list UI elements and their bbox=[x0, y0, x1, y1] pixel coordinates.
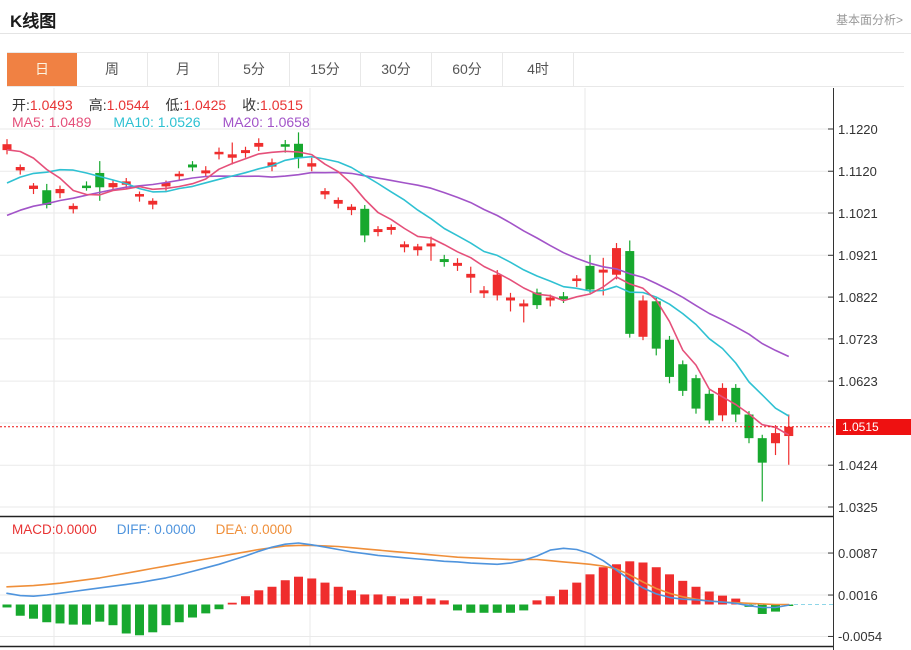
y-axis-label: 1.0325 bbox=[838, 500, 878, 515]
macd-legend-item: MACD:0.0000 bbox=[12, 522, 97, 537]
y-axis-label: 0.0016 bbox=[838, 588, 878, 604]
tab-5min[interactable]: 5分 bbox=[219, 53, 290, 86]
y-axis-label: 1.0921 bbox=[838, 248, 878, 264]
y-axis-label: 1.0723 bbox=[838, 331, 878, 347]
current-price-tag: 1.0515 bbox=[836, 418, 911, 435]
tab-15min[interactable]: 15分 bbox=[290, 53, 361, 86]
tab-week[interactable]: 周 bbox=[77, 53, 148, 86]
macd-legend-item: DEA: 0.0000 bbox=[215, 522, 293, 537]
tab-60min[interactable]: 60分 bbox=[432, 53, 503, 86]
timeframe-tabs: 日周月 5分 15分 30分 60分 4时 bbox=[7, 52, 904, 87]
tab-day[interactable]: 日 bbox=[7, 53, 77, 86]
macd-legend: MACD:0.0000 DIFF: 0.0000 DEA: 0.0000 bbox=[12, 522, 312, 537]
quote-item: 收:1.0515 bbox=[242, 97, 303, 113]
y-axis-label: 1.0623 bbox=[838, 374, 878, 390]
y-axis-label: 1.0424 bbox=[838, 458, 878, 474]
tab-4hour[interactable]: 4时 bbox=[503, 53, 574, 86]
y-axis-label: 1.0822 bbox=[838, 290, 878, 306]
tab-30min[interactable]: 30分 bbox=[361, 53, 432, 86]
fundamental-analysis-link[interactable]: 基本面分析> bbox=[835, 13, 903, 27]
ma-legend-item: MA20: 1.0658 bbox=[222, 114, 310, 130]
y-axis-label: -0.0054 bbox=[838, 629, 883, 645]
y-axis-label: 1.1120 bbox=[838, 164, 877, 180]
quote-item: 高:1.0544 bbox=[88, 97, 150, 113]
y-axis-label: 0.0087 bbox=[838, 546, 878, 562]
quote-item: 低:1.0425 bbox=[165, 97, 227, 113]
ma-legend: MA5: 1.0489 MA10: 1.0526 MA20: 1.0658 bbox=[12, 114, 332, 130]
macd-legend-item: DIFF: 0.0000 bbox=[116, 522, 196, 537]
ma-legend-item: MA10: 1.0526 bbox=[113, 114, 201, 130]
ma-legend-item: MA5: 1.0489 bbox=[12, 114, 92, 130]
ohlc-legend: 开:1.0493 高:1.0544 低:1.0425 收:1.0515 bbox=[12, 95, 319, 115]
y-axis-label: 1.1220 bbox=[838, 122, 878, 137]
header-divider bbox=[0, 33, 911, 34]
tab-month[interactable]: 月 bbox=[148, 53, 219, 86]
y-axis-label: 1.1021 bbox=[838, 206, 878, 222]
quote-item: 开:1.0493 bbox=[12, 97, 73, 113]
page-title: K线图 bbox=[10, 12, 57, 31]
